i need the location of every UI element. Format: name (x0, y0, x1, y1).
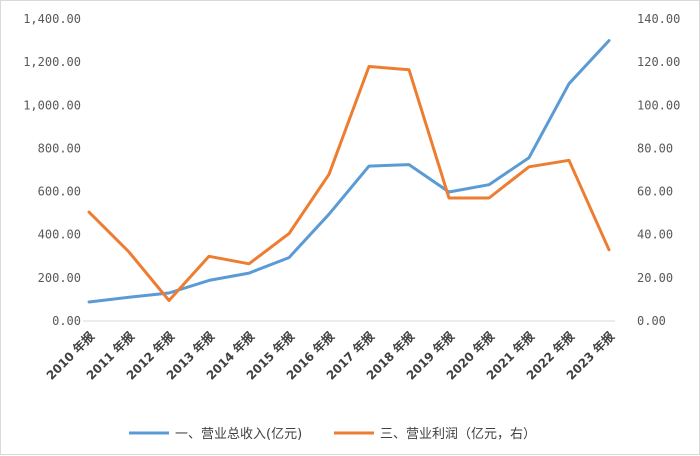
right-tick-label: 20.00 (637, 271, 673, 285)
legend-label: 一、营业总收入(亿元) (175, 427, 302, 442)
right-tick-label: 140.00 (637, 12, 680, 26)
series-line-2 (89, 67, 609, 301)
left-tick-label: 1,400.00 (23, 12, 81, 26)
left-tick-label: 0.00 (52, 314, 81, 328)
left-axis: 0.00 200.00 400.00 600.00 800.00 1,000.00 1,20… (23, 12, 81, 328)
right-axis: 0.00 20.00 40.00 60.00 80.00 100.00 120.00 140.… (637, 12, 680, 328)
left-tick-label: 800.00 (38, 141, 81, 155)
right-tick-label: 80.00 (637, 141, 673, 155)
series-layer (89, 40, 609, 302)
right-tick-label: 0.00 (637, 314, 666, 328)
left-tick-label: 400.00 (38, 228, 81, 242)
series-line-1 (89, 41, 609, 302)
left-tick-label: 200.00 (38, 271, 81, 285)
left-tick-label: 1,200.00 (23, 55, 81, 69)
legend-label: 三、营业利润（亿元，右） (380, 427, 536, 442)
right-tick-label: 60.00 (637, 185, 673, 199)
left-tick-label: 600.00 (38, 185, 81, 199)
right-tick-label: 100.00 (637, 98, 680, 112)
right-tick-label: 40.00 (637, 228, 673, 242)
legend: 一、营业总收入(亿元) 三、营业利润（亿元，右） (129, 427, 536, 442)
left-tick-label: 1,000.00 (23, 98, 81, 112)
right-tick-label: 120.00 (637, 55, 680, 69)
